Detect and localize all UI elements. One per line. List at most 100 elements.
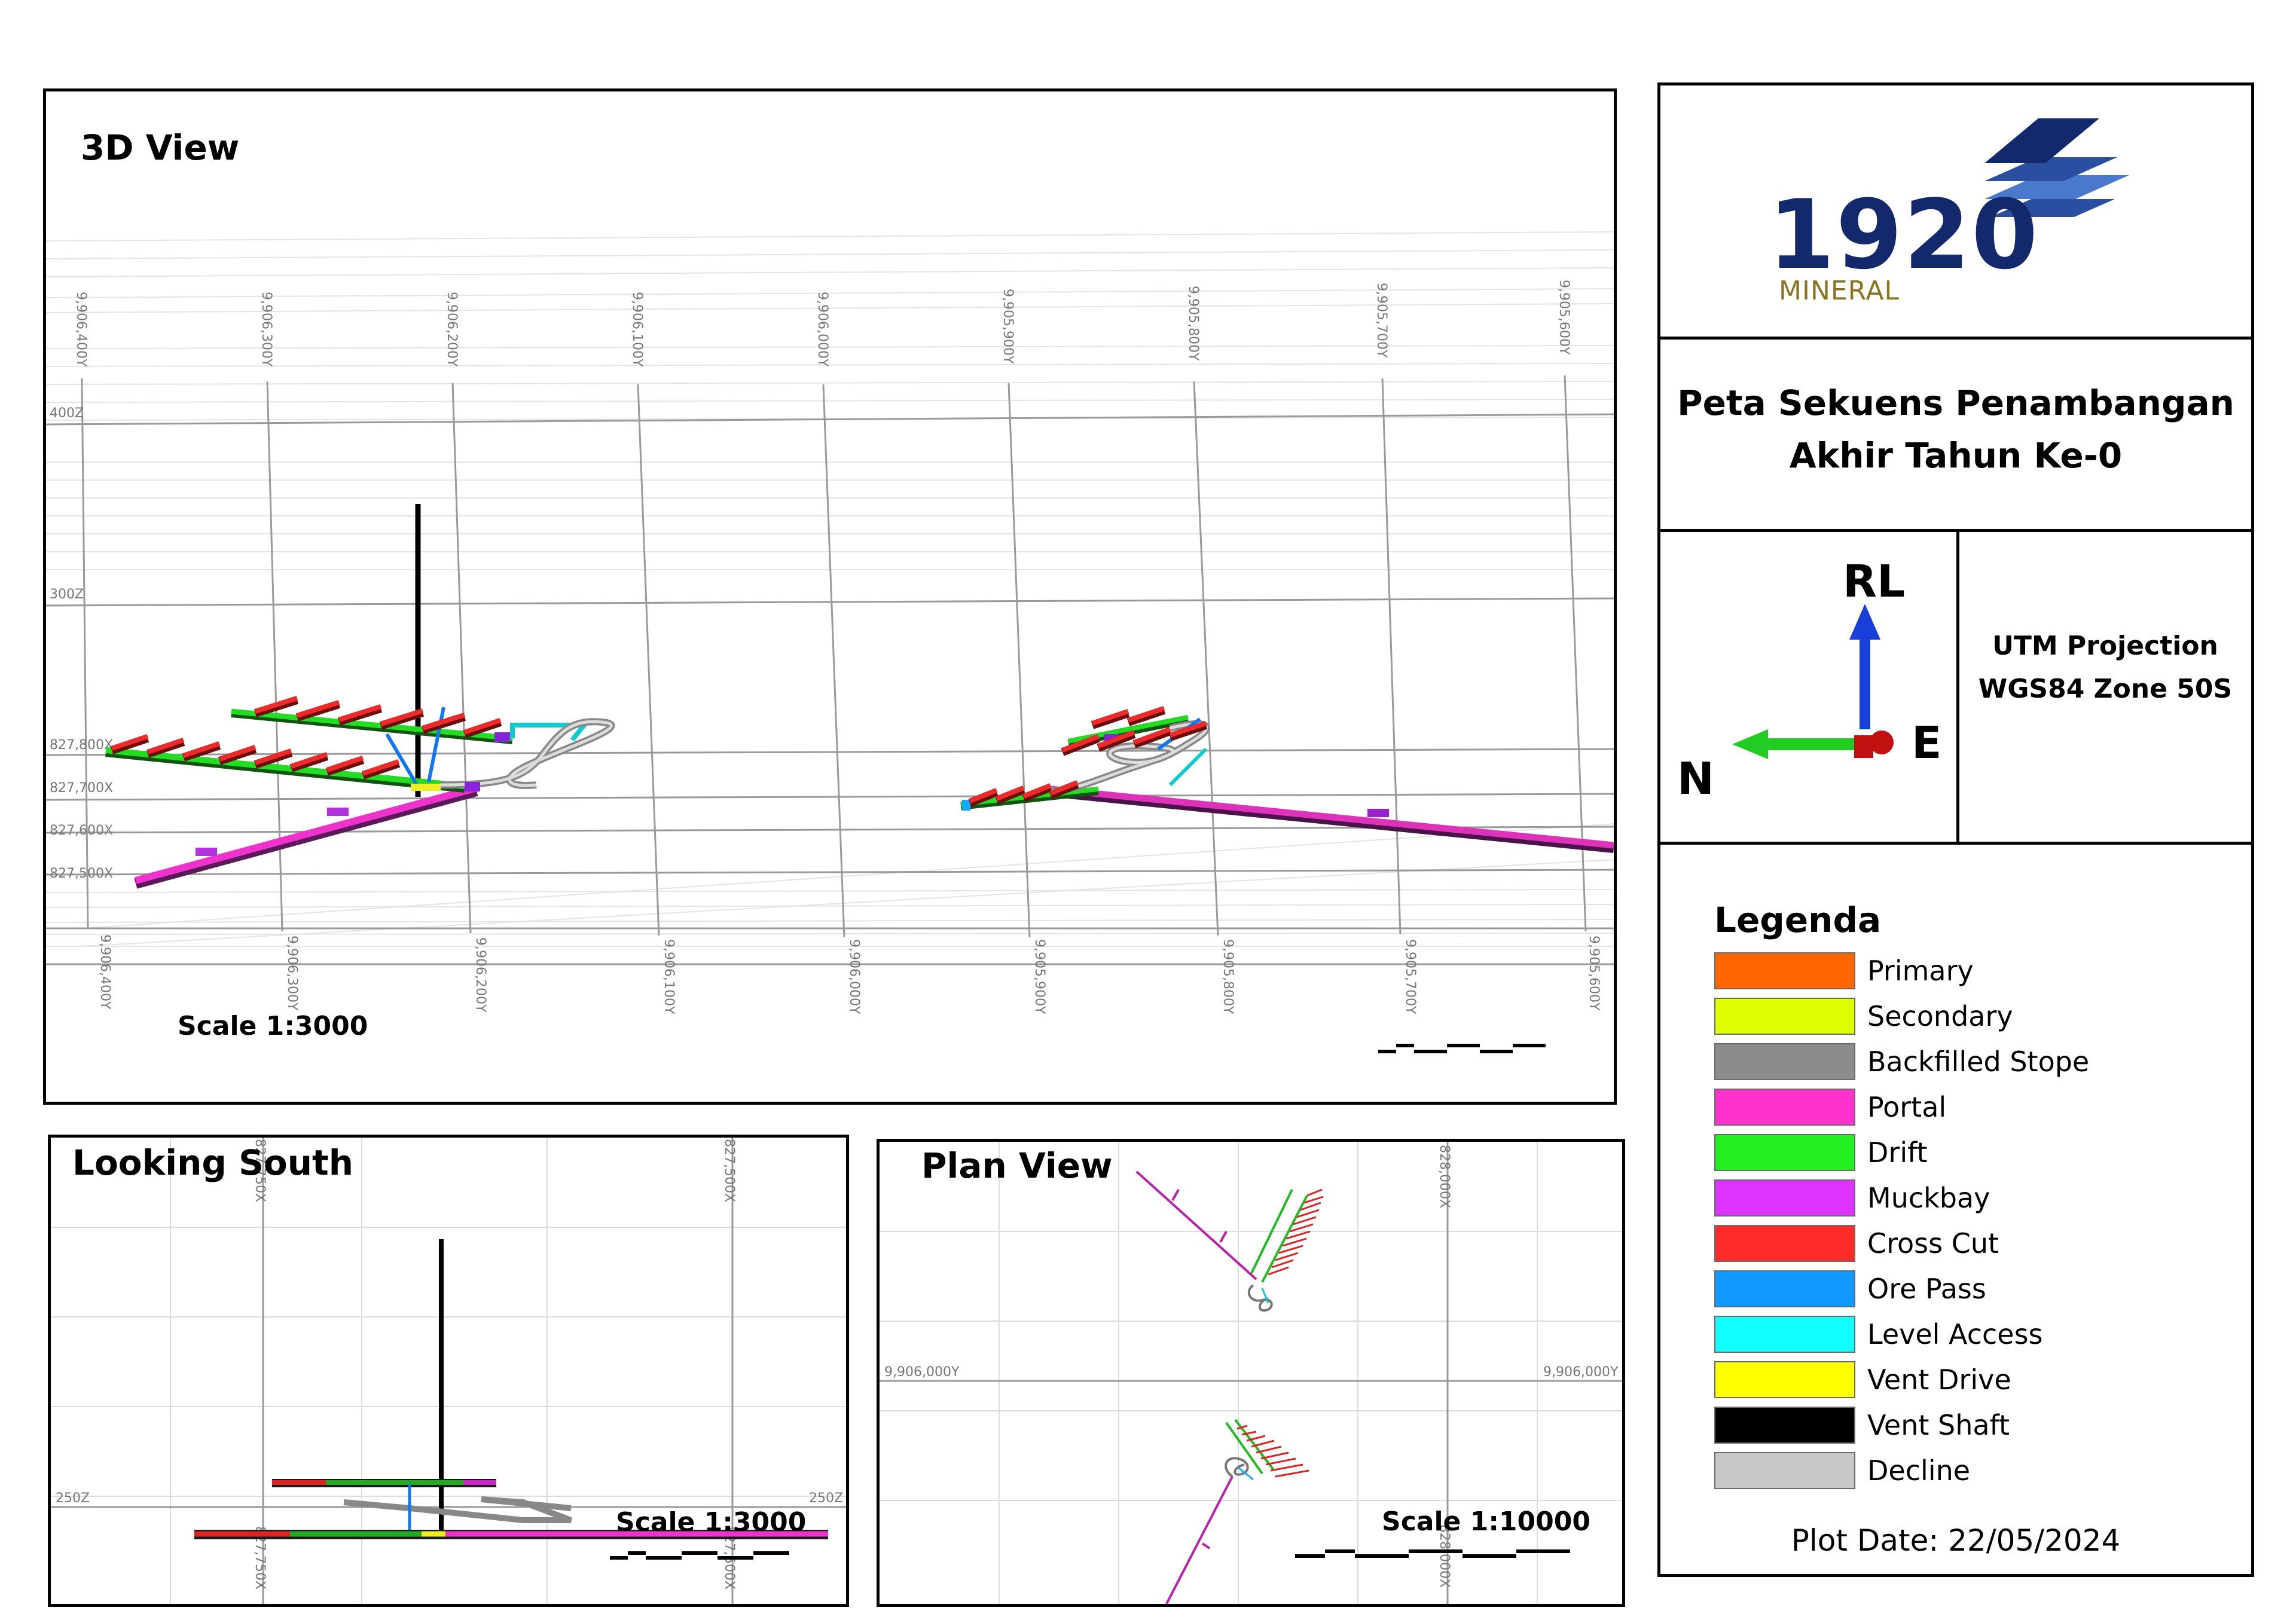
x-tick-label: 827,500X xyxy=(722,1139,737,1202)
muckbay-marker xyxy=(1219,1231,1228,1243)
tick-label: 9,906,300Y xyxy=(259,292,274,367)
logo-digits: 1920 xyxy=(1768,179,2039,291)
tick-label: 9,906,200Y xyxy=(444,292,459,367)
muckbay xyxy=(327,808,349,816)
tick-label: 9,905,600Y xyxy=(1586,936,1601,1011)
legend-label: Backfilled Stope xyxy=(1867,1046,2090,1078)
z-tick-300: 300Z xyxy=(50,587,84,602)
projection-info: UTM Projection WGS84 Zone 50S xyxy=(1959,625,2251,711)
level-access-right xyxy=(1168,747,1208,787)
drift-south xyxy=(1225,1422,1263,1475)
x-tick-label: 828,000X xyxy=(1437,1524,1452,1588)
scale-bar xyxy=(1295,1549,1570,1558)
decline-north xyxy=(1247,1284,1273,1312)
legend-label: Secondary xyxy=(1867,1000,2013,1032)
x-tick-label: 827,500X xyxy=(50,866,113,881)
cross-cuts-left-lower xyxy=(110,734,401,780)
scale-label-looking-south: Scale 1:3000 xyxy=(616,1507,807,1538)
ore-pass xyxy=(427,707,445,783)
muckbay xyxy=(196,848,217,856)
drift-north xyxy=(1261,1195,1308,1283)
level-access xyxy=(510,723,590,742)
tick-label: 9,906,300Y xyxy=(285,936,300,1011)
portal-ramp xyxy=(135,784,478,884)
muckbay xyxy=(1367,809,1389,817)
legend-swatch xyxy=(1714,1225,1855,1262)
panel-plan-view: 828,000X 828,000X 9,906,000Y 9,906,000Y xyxy=(877,1139,1625,1607)
tick-label: 9,906,100Y xyxy=(630,292,645,367)
tick-label: 9,905,700Y xyxy=(1403,939,1418,1014)
axis-label-east: E xyxy=(1912,717,1942,769)
legend-swatch xyxy=(1714,1270,1855,1307)
drift-right-upper xyxy=(1068,715,1189,744)
tick-label: 9,906,000Y xyxy=(847,939,862,1014)
scale-bar xyxy=(1378,1044,1546,1053)
decline-highlight xyxy=(440,720,613,787)
axis-triad-icon xyxy=(1732,604,1894,759)
drift-north xyxy=(1250,1189,1293,1274)
vent-drive xyxy=(411,784,441,791)
tick-label: 9,906,400Y xyxy=(97,934,112,1010)
legend-swatch xyxy=(1714,1452,1855,1489)
grid-vertical xyxy=(81,375,1587,938)
legend-swatch xyxy=(1714,1316,1855,1353)
x-tick-label: 827,700X xyxy=(50,781,113,796)
portal-south xyxy=(1165,1476,1234,1604)
muckbay-marker xyxy=(1171,1189,1180,1201)
cross-cuts-left-upper xyxy=(254,696,502,738)
logo-stack-icon xyxy=(1984,118,2129,217)
legend-swatch xyxy=(1714,1179,1855,1217)
ore-pass xyxy=(1238,1466,1254,1481)
decline-south xyxy=(1225,1457,1249,1478)
axis-label-up: RL xyxy=(1843,556,1906,607)
ore-pass xyxy=(385,733,419,786)
panel-3d-view: 9,906,400Y 9,906,300Y 9,906,200Y 9,906,1… xyxy=(43,88,1617,1105)
projection-line1: UTM Projection xyxy=(1992,631,2218,661)
y-ticks-bottom: 9,906,400Y 9,906,300Y 9,906,200Y 9,906,1… xyxy=(97,934,1601,1014)
decline xyxy=(343,1496,572,1523)
logo: 1920 MINERAL xyxy=(1660,85,2251,335)
cross-cuts-north xyxy=(1268,1188,1324,1276)
tick-label: 9,905,800Y xyxy=(1220,939,1235,1014)
legend-swatch xyxy=(1714,998,1855,1035)
x-tick-label: 827,600X xyxy=(50,823,113,838)
divider xyxy=(1660,842,2251,845)
tick-label: 9,906,000Y xyxy=(815,292,830,367)
plot-date: Plot Date: 22/05/2024 xyxy=(1791,1523,2121,1558)
portal-ramp-right xyxy=(1044,785,1614,849)
legend-swatch xyxy=(1714,952,1855,989)
legend-label: Vent Shaft xyxy=(1867,1409,2010,1441)
scale-bar xyxy=(610,1551,789,1560)
legend-swatch xyxy=(1714,1089,1855,1126)
grid-major xyxy=(880,1142,1622,1604)
legend-label: Muckbay xyxy=(1867,1182,1990,1214)
y-tick-label: 9,906,000Y xyxy=(1543,1365,1619,1380)
tick-label: 9,905,600Y xyxy=(1556,280,1571,355)
x-tick-label: 827,800X xyxy=(50,738,113,753)
panel-title-looking-south: Looking South xyxy=(72,1142,354,1183)
z-tick-label: 250Z xyxy=(809,1491,843,1506)
y-ticks-top: 9,906,400Y 9,906,300Y 9,906,200Y 9,906,1… xyxy=(74,280,1571,367)
x-tick-label: 827,750X xyxy=(252,1139,267,1202)
tick-label: 9,905,800Y xyxy=(1186,286,1201,361)
plan-view-canvas: 828,000X 828,000X 9,906,000Y 9,906,000Y xyxy=(880,1142,1622,1604)
tick-label: 9,905,900Y xyxy=(1000,289,1015,364)
grid-major xyxy=(46,413,1614,965)
divider xyxy=(1660,337,2251,340)
divider xyxy=(1956,532,1959,842)
tick-label: 9,905,700Y xyxy=(1374,283,1389,358)
cross-cuts-south xyxy=(1236,1425,1309,1478)
panel-title-plan: Plan View xyxy=(921,1145,1113,1186)
divider xyxy=(1660,529,2251,532)
legend-label: Cross Cut xyxy=(1867,1227,1999,1260)
map-title: Peta Sekuens Penambangan Akhir Tahun Ke-… xyxy=(1660,377,2251,482)
legend-label: Primary xyxy=(1867,955,1974,987)
grid-major xyxy=(51,1138,846,1604)
grid-fine xyxy=(51,1138,846,1604)
legend-label: Portal xyxy=(1867,1091,1947,1123)
muckbay xyxy=(494,732,510,742)
map-title-line2: Akhir Tahun Ke-0 xyxy=(1789,435,2123,476)
grid-fine xyxy=(880,1142,1622,1604)
z-tick-400: 400Z xyxy=(50,406,84,421)
portal-north xyxy=(1135,1170,1257,1280)
